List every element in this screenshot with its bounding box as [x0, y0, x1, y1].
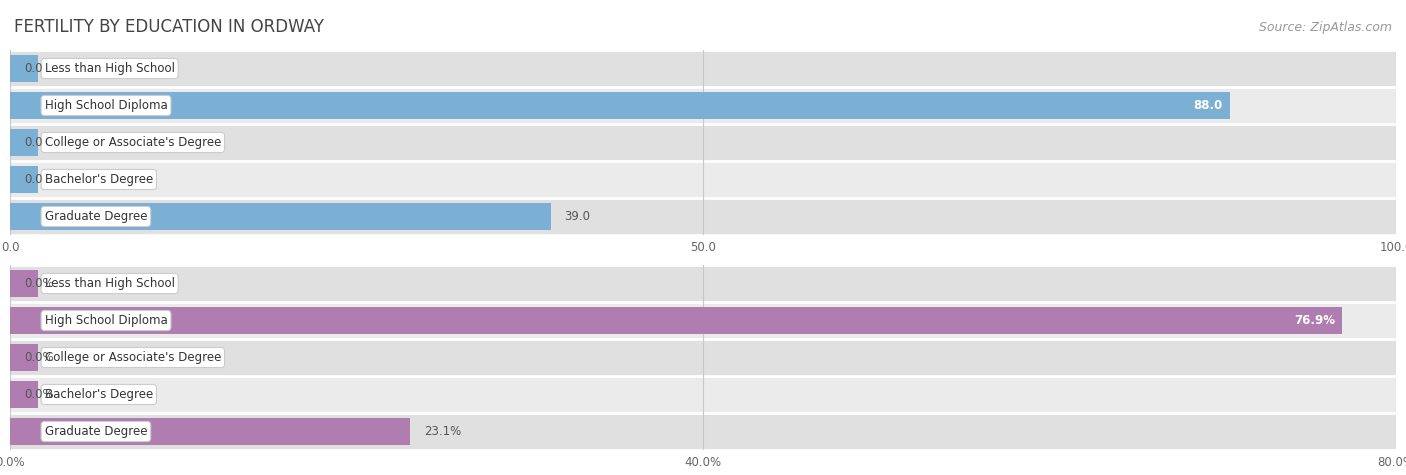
Bar	[10, 344, 38, 371]
Text: 76.9%: 76.9%	[1295, 314, 1336, 327]
Bar	[10, 339, 1396, 376]
Bar	[10, 92, 38, 119]
Bar	[10, 413, 1396, 450]
Bar	[10, 198, 1396, 235]
Text: 0.0%: 0.0%	[24, 388, 53, 401]
Text: College or Associate's Degree: College or Associate's Degree	[45, 351, 221, 364]
Text: FERTILITY BY EDUCATION IN ORDWAY: FERTILITY BY EDUCATION IN ORDWAY	[14, 19, 323, 37]
Text: 23.1%: 23.1%	[425, 425, 461, 438]
Bar	[10, 50, 1396, 87]
Text: Less than High School: Less than High School	[45, 62, 174, 75]
Bar	[10, 307, 38, 334]
Text: Bachelor's Degree: Bachelor's Degree	[45, 388, 153, 401]
Text: Bachelor's Degree: Bachelor's Degree	[45, 173, 153, 186]
Text: High School Diploma: High School Diploma	[45, 99, 167, 112]
Bar	[10, 124, 1396, 161]
Text: College or Associate's Degree: College or Associate's Degree	[45, 136, 221, 149]
Bar	[10, 129, 38, 156]
Bar	[10, 161, 1396, 198]
Text: Graduate Degree: Graduate Degree	[45, 425, 148, 438]
Bar	[10, 203, 551, 230]
Text: 0.0%: 0.0%	[24, 277, 53, 290]
Bar	[10, 92, 1230, 119]
Text: 39.0: 39.0	[564, 210, 591, 223]
Bar	[10, 270, 38, 297]
Bar	[10, 166, 38, 193]
Text: High School Diploma: High School Diploma	[45, 314, 167, 327]
Bar	[10, 381, 38, 408]
Text: 88.0: 88.0	[1194, 99, 1223, 112]
Text: 0.0: 0.0	[24, 173, 42, 186]
Bar	[10, 265, 1396, 302]
Text: Graduate Degree: Graduate Degree	[45, 210, 148, 223]
Bar	[10, 376, 1396, 413]
Bar	[10, 418, 38, 445]
Bar	[10, 87, 1396, 124]
Bar	[10, 418, 411, 445]
Bar	[10, 302, 1396, 339]
Bar	[10, 55, 38, 82]
Text: Less than High School: Less than High School	[45, 277, 174, 290]
Text: 0.0%: 0.0%	[24, 351, 53, 364]
Text: 0.0: 0.0	[24, 62, 42, 75]
Text: Source: ZipAtlas.com: Source: ZipAtlas.com	[1258, 21, 1392, 34]
Bar	[10, 203, 38, 230]
Bar	[10, 307, 1343, 334]
Text: 0.0: 0.0	[24, 136, 42, 149]
